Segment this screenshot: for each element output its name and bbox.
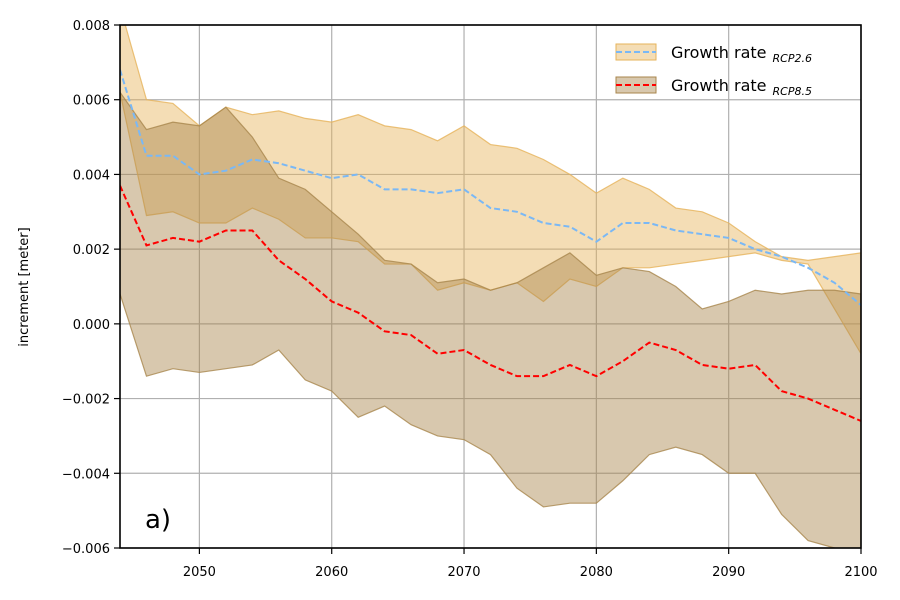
axes: 2050 2060 2070 2080 2090 2100 −0.006 −0.004 −0.0…: [62, 19, 878, 580]
series-line: [120, 69, 861, 306]
x-tick-label: 2050: [183, 565, 216, 580]
axes-frame: [119, 24, 862, 549]
legend-label: Growth rate RCP2.6: [671, 43, 812, 65]
y-axis-label: increment [meter]: [17, 227, 32, 346]
x-tick-label: 2090: [712, 565, 745, 580]
legend-name: Growth rate: [671, 76, 767, 95]
series-line: [120, 185, 861, 422]
y-tick-label: 0.004: [73, 168, 110, 183]
uncertainty-band: [120, 91, 861, 548]
legend: Growth rate RCP2.6 Growth rate RCP8.5: [615, 43, 812, 98]
legend-label: Growth rate RCP8.5: [671, 76, 812, 98]
legend-subscript: RCP2.6: [773, 52, 812, 65]
plot-area: [120, 25, 861, 548]
y-tick-label: −0.006: [62, 542, 110, 557]
x-tick-label: 2070: [447, 565, 480, 580]
y-tick-label: −0.002: [62, 393, 110, 408]
legend-name: Growth rate: [671, 43, 767, 62]
y-tick-label: −0.004: [62, 467, 110, 482]
x-tick-label: 2080: [580, 565, 613, 580]
y-tick-label: 0.000: [73, 318, 110, 333]
y-tick-label: 0.002: [73, 243, 110, 258]
y-tick-label: 0.008: [73, 19, 110, 34]
x-tick-label: 2100: [844, 565, 877, 580]
x-tick-label: 2060: [315, 565, 348, 580]
y-tick-label: 0.006: [73, 94, 110, 109]
legend-subscript: RCP8.5: [773, 85, 812, 98]
uncertainty-band: [120, 25, 861, 355]
panel-label: a): [145, 505, 171, 535]
